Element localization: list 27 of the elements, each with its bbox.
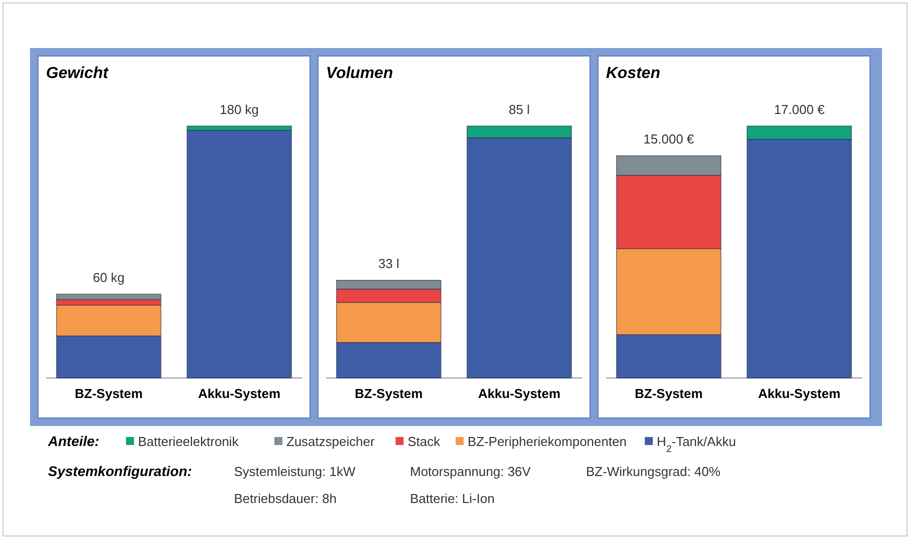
text: Systemkonfiguration: — [48, 463, 192, 479]
annotation: 60 kg — [92, 270, 125, 286]
x-tick-label: BZ-System — [354, 386, 423, 401]
text: BZ-Wirkungsgrad: 40% — [586, 464, 721, 479]
chart-title: Volumen — [326, 65, 394, 82]
annotation: 180 kg — [220, 102, 259, 117]
text: Batterie: Li-Ion — [410, 491, 495, 506]
annotation: 17.000 € — [774, 102, 826, 117]
x-tick-label: Akku-System — [478, 386, 560, 401]
annotation: 85 l — [508, 102, 530, 117]
text: Motorspannung: 36V — [410, 464, 532, 479]
text: Systemleistung: 1kW — [234, 464, 356, 479]
x-tick-label: Akku-System — [758, 386, 840, 401]
x-tick-label: BZ-System — [74, 386, 143, 401]
x-tick-label: Akku-System — [198, 386, 280, 401]
legend-label: Stack — [408, 434, 441, 449]
text: Betriebsdauer: 8h — [234, 491, 337, 506]
annotation: 33 l — [378, 256, 400, 272]
legend-label: H$_{2}$-Tank/Akku — [656, 434, 736, 454]
annotation: 15.000 € — [643, 132, 695, 147]
chart-title: Kosten — [606, 65, 660, 82]
legend-label: Zusatzspeicher — [286, 434, 376, 449]
chart-title: Gewicht — [46, 65, 109, 82]
legend-title: Anteile: — [47, 433, 100, 449]
x-tick-label: BZ-System — [634, 386, 703, 401]
legend-label: Batterieelektronik — [138, 434, 239, 449]
legend-label: BZ-Peripheriekomponenten — [468, 434, 627, 449]
